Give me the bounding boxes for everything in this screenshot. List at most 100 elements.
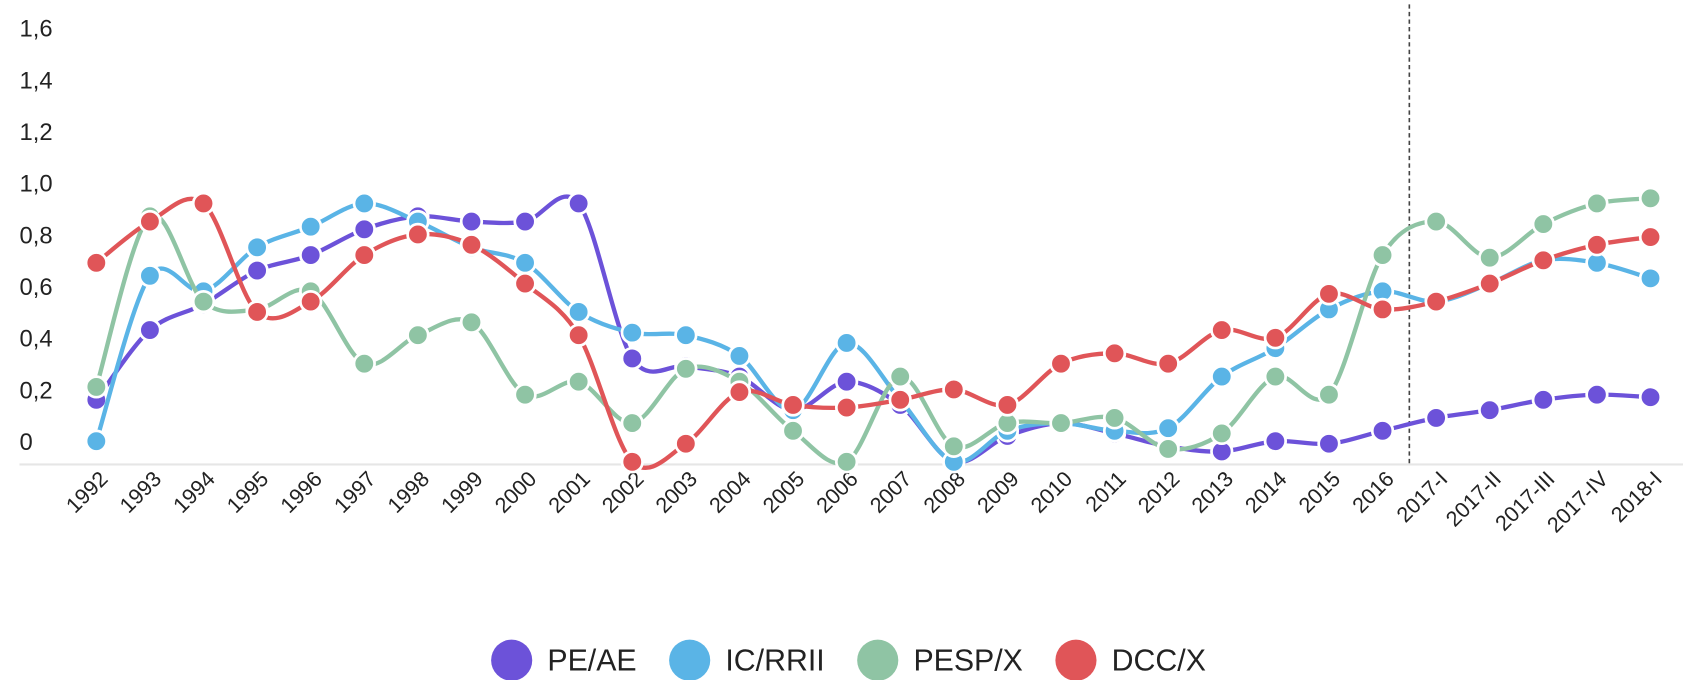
point [834,450,859,474]
point [1424,209,1448,234]
point [1317,432,1341,456]
point [620,450,644,474]
series [84,186,1663,474]
point [567,370,591,394]
point [1585,383,1609,407]
point [1102,341,1127,365]
x-tick-label: 2017-IV [1542,466,1614,538]
x-tick-label: 2014 [1240,466,1292,518]
point [1478,271,1502,296]
y-tick-label: 0,8 [19,222,52,249]
point [674,323,698,347]
x-tick-label: 2006 [811,466,863,518]
point [1156,352,1180,376]
x-tick-label: 2001 [543,466,595,518]
point [888,364,912,389]
point [1424,289,1448,314]
x-tick-label: 2008 [918,466,970,518]
point [567,191,591,216]
point [84,251,108,275]
x-tick-label: 2005 [758,466,810,518]
point [459,310,484,334]
point [84,375,108,399]
point [995,393,1020,417]
series [84,191,1663,474]
point [299,243,323,267]
point [245,300,269,324]
x-tick-label: 1992 [61,466,113,518]
legend-label: DCC/X [1112,644,1206,677]
series [84,191,1663,474]
point [620,411,644,435]
series-line [94,196,1651,466]
point [1424,406,1448,430]
point [567,300,591,324]
series-line [94,196,1651,470]
point [942,434,966,458]
point [1370,297,1395,322]
point [1102,406,1127,430]
point [781,393,805,417]
point [1638,266,1663,291]
legend-item: DCC/X [1055,639,1206,680]
point [1156,416,1180,440]
point [138,264,162,288]
x-tick-label: 1999 [436,466,488,518]
point [191,191,216,216]
point [84,429,108,453]
x-tick-label: 1994 [168,466,220,518]
point [1531,248,1555,272]
point [513,383,537,407]
point [352,243,376,267]
point [299,289,323,314]
point [1585,191,1609,216]
x-tick-label: 2000 [490,466,542,518]
point [1370,419,1395,443]
legend-marker [1055,639,1097,680]
point [1638,186,1663,210]
point [781,419,805,443]
point [138,318,162,342]
point [245,258,269,283]
y-tick-label: 1,2 [19,119,52,146]
point [1263,429,1287,453]
y-tick-label: 1,0 [19,171,52,198]
point [352,217,376,241]
x-tick-label: 2003 [650,466,702,518]
point [1531,388,1555,412]
series [84,191,1663,474]
point [1049,411,1073,435]
point [1263,364,1287,389]
legend-marker [669,639,711,680]
legend-item: IC/RRII [669,639,825,680]
y-tick-label: 0,4 [19,326,52,353]
point [406,222,430,247]
point [620,320,644,345]
point [513,271,537,296]
point [942,377,966,402]
x-tick-label: 1997 [329,466,381,518]
legend-label: PESP/X [913,644,1022,677]
x-tick-label: 2004 [704,466,756,518]
point [727,380,752,404]
point [245,235,269,259]
point [1638,225,1663,249]
point [1049,352,1073,376]
point [191,289,216,314]
point [513,251,537,275]
x-tick-label: 1998 [382,466,434,518]
point [674,357,698,381]
point [1638,385,1663,409]
x-tick-label: 2002 [597,466,649,518]
point [674,432,698,456]
point [1210,318,1234,342]
x-tick-label: 2013 [1186,466,1238,518]
y-tick-label: 0,6 [19,274,52,301]
point [567,323,591,347]
y-tick-label: 0 [19,429,32,456]
point [299,215,323,239]
point [620,346,644,371]
x-tick-label: 1996 [275,466,327,518]
